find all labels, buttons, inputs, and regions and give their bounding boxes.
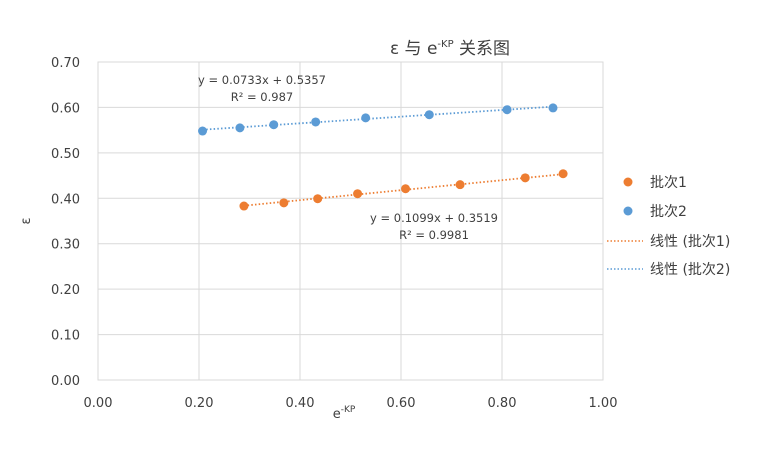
data-point[interactable] [424, 110, 434, 120]
r2-label-series2: R² = 0.987 [231, 90, 293, 104]
blue-dot-icon [623, 206, 633, 216]
x-tick-label: 0.80 [488, 396, 517, 411]
trendline-annotation-1: y = 0.1099x + 0.3519 R² = 0.9981 [370, 211, 498, 242]
x-tick-label: 0.40 [286, 396, 315, 411]
data-point[interactable] [520, 173, 530, 183]
y-tick-label: 0.40 [51, 192, 80, 207]
data-point[interactable] [548, 103, 558, 113]
legend-item-trend1[interactable]: 线性 (批次1) [607, 234, 730, 250]
x-axis-ticks: 0.00 0.20 0.40 0.60 0.80 1.00 [84, 396, 618, 411]
svg-text:批次2: 批次2 [650, 204, 687, 220]
x-axis-label: e-KP [333, 405, 356, 422]
x-tick-label: 0.00 [84, 396, 113, 411]
svg-text:批次1: 批次1 [650, 175, 687, 191]
y-tick-label: 0.00 [51, 374, 80, 389]
r2-label-series1: R² = 0.9981 [399, 228, 469, 242]
y-tick-label: 0.70 [51, 56, 80, 71]
data-point[interactable] [401, 184, 411, 194]
data-points [198, 103, 568, 211]
y-tick-label: 0.30 [51, 238, 80, 253]
gridlines [97, 61, 604, 381]
equation-label-series2: y = 0.0733x + 0.5357 [198, 73, 326, 87]
x-tick-label: 0.20 [185, 396, 214, 411]
y-tick-label: 0.50 [51, 147, 80, 162]
svg-text:线性 (批次1): 线性 (批次1) [650, 234, 730, 250]
data-point[interactable] [313, 194, 323, 204]
data-point[interactable] [353, 189, 363, 199]
x-tick-label: 1.00 [589, 396, 618, 411]
data-point[interactable] [239, 201, 249, 211]
data-point[interactable] [279, 198, 289, 208]
data-point[interactable] [198, 126, 208, 136]
data-point[interactable] [361, 113, 371, 123]
data-point[interactable] [455, 180, 465, 190]
trendlines [202, 105, 564, 207]
data-point[interactable] [269, 120, 279, 130]
data-point[interactable] [311, 117, 321, 127]
orange-dot-icon [623, 177, 633, 187]
legend: 批次1 批次2 线性 (批次1) 线性 (批次2) [607, 175, 730, 278]
x-tick-label: 0.60 [387, 396, 416, 411]
chart-title: ε 与 e-KP 关系图 [390, 39, 510, 59]
y-tick-label: 0.60 [51, 101, 80, 116]
y-axis-ticks: 0.00 0.10 0.20 0.30 0.40 0.50 0.60 0.70 [51, 56, 80, 389]
legend-item-trend2[interactable]: 线性 (批次2) [607, 262, 730, 278]
data-point[interactable] [502, 105, 512, 115]
legend-item-series2[interactable]: 批次2 [623, 204, 687, 220]
y-tick-label: 0.10 [51, 329, 80, 344]
plot-area [97, 61, 604, 381]
legend-item-series1[interactable]: 批次1 [623, 175, 687, 191]
trendline [202, 105, 554, 131]
svg-text:线性 (批次2): 线性 (批次2) [650, 262, 730, 278]
y-tick-label: 0.20 [51, 283, 80, 298]
data-point[interactable] [235, 123, 245, 133]
y-axis-label: ε [19, 217, 34, 224]
data-point[interactable] [558, 169, 568, 179]
equation-label-series1: y = 0.1099x + 0.3519 [370, 211, 498, 225]
trendline-annotation-2: y = 0.0733x + 0.5357 R² = 0.987 [198, 73, 326, 104]
